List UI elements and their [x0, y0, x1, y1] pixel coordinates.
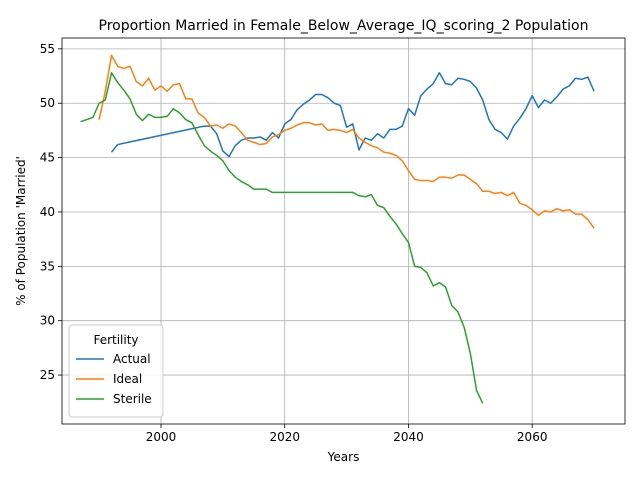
y-axis-ticks: 25 30 35 40 45 50 55 [40, 42, 62, 382]
y-tick-label: 50 [40, 96, 55, 110]
legend-entry-sterile: Sterile [76, 392, 152, 406]
series-line-ideal [98, 54, 595, 229]
y-tick-label: 25 [40, 368, 55, 382]
y-tick-label: 45 [40, 151, 55, 165]
legend: Fertility Actual Ideal Sterile [68, 324, 164, 418]
series-lines [80, 54, 595, 404]
y-tick-label: 35 [40, 259, 55, 273]
x-axis-label: Years [327, 450, 360, 464]
x-axis-ticks: 2000 2020 2040 2060 [146, 424, 548, 444]
legend-label: Sterile [113, 392, 152, 406]
grid-lines [62, 38, 625, 424]
y-tick-label: 30 [40, 314, 55, 328]
series-line-actual [110, 72, 595, 158]
legend-entry-ideal: Ideal [76, 372, 142, 386]
x-tick-label: 2020 [269, 430, 300, 444]
y-tick-label: 55 [40, 42, 55, 56]
legend-box [68, 324, 164, 418]
y-axis-label: % of Population 'Married' [14, 156, 28, 306]
legend-entries: Actual Ideal Sterile [76, 352, 152, 406]
x-tick-label: 2000 [146, 430, 177, 444]
x-tick-label: 2060 [517, 430, 548, 444]
series-line-sterile [80, 72, 484, 404]
chart-title: Proportion Married in Female_Below_Avera… [99, 18, 589, 34]
legend-title: Fertility [93, 333, 138, 347]
plot-frame [61, 37, 626, 425]
y-tick-label: 40 [40, 205, 55, 219]
x-tick-label: 2040 [393, 430, 424, 444]
legend-label: Actual [113, 352, 151, 366]
legend-entry-actual: Actual [76, 352, 151, 366]
legend-label: Ideal [113, 372, 142, 386]
